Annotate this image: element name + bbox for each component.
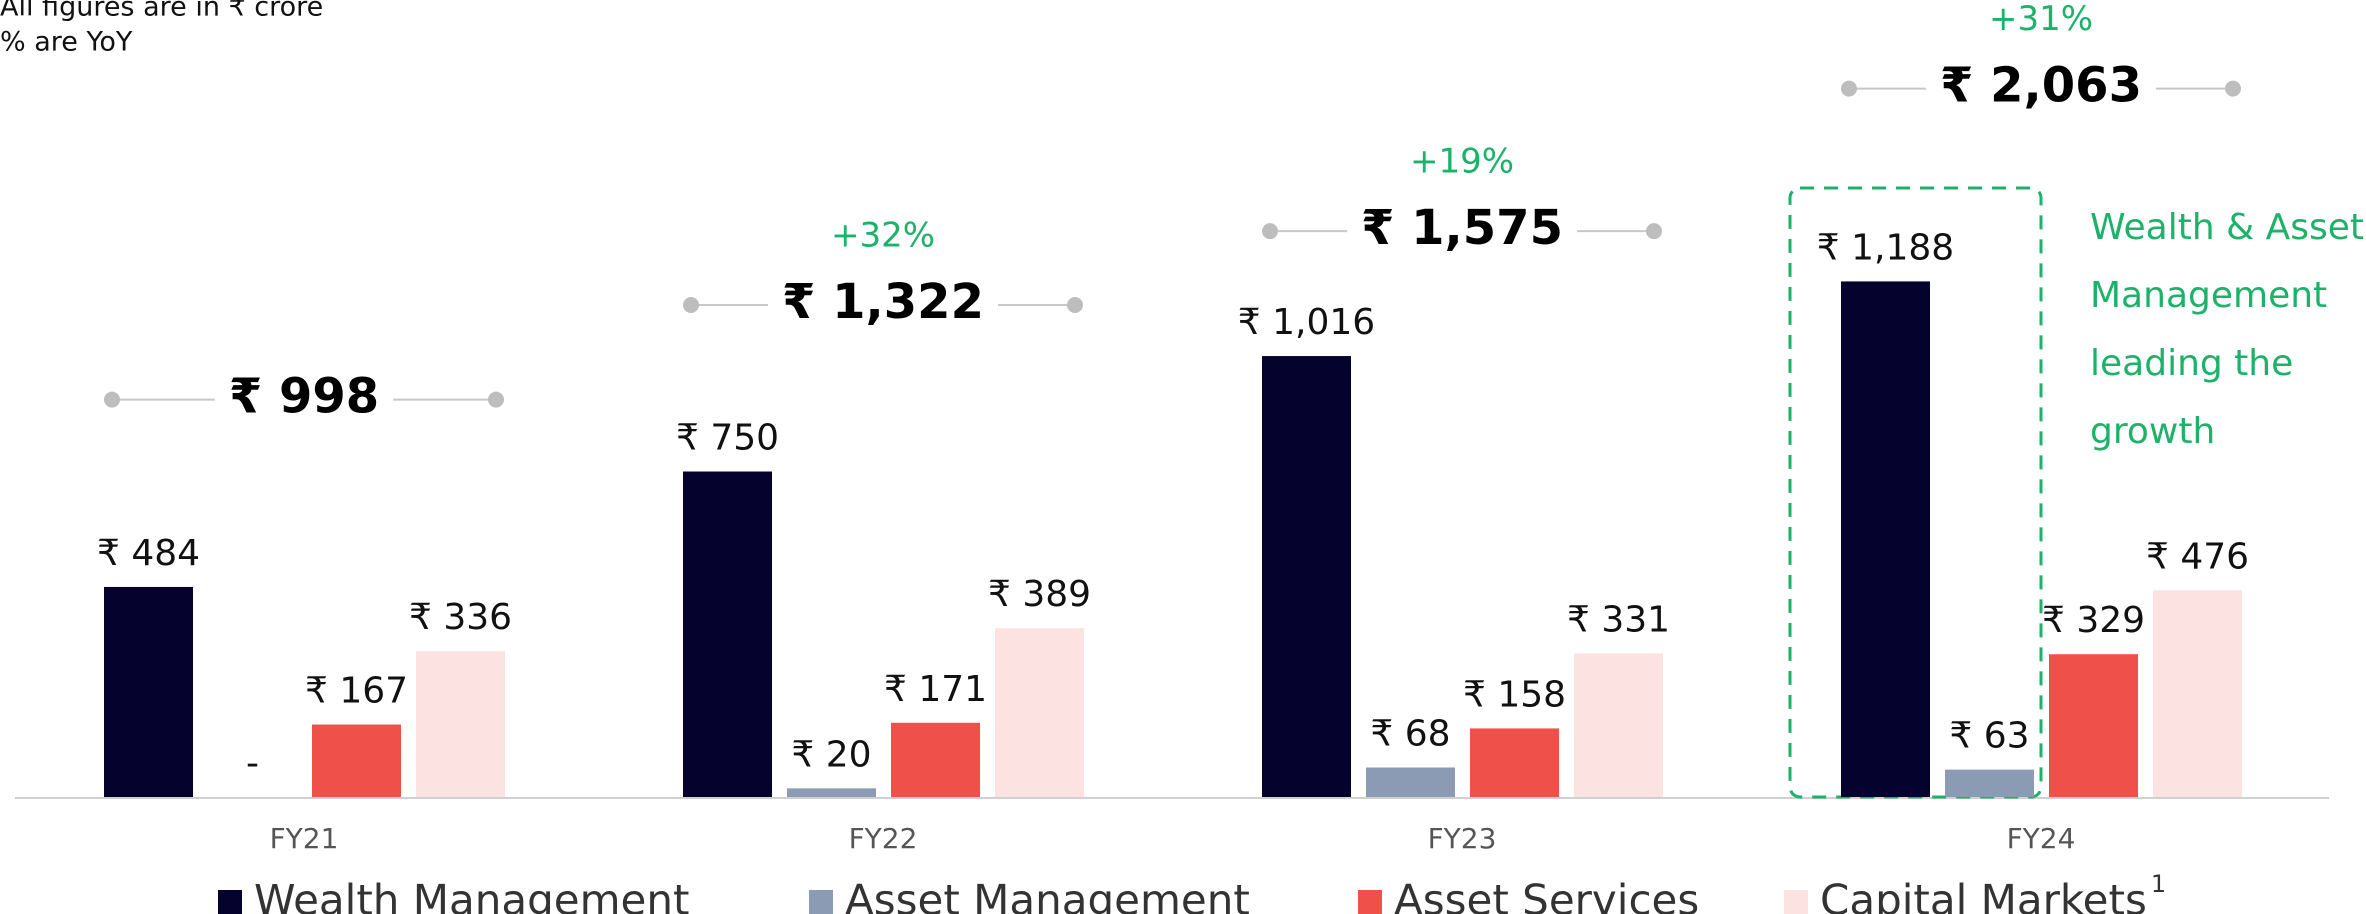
- value-label: ₹ 476: [2146, 536, 2249, 577]
- growth-label: +31%: [1989, 0, 2093, 39]
- annotation: growth: [2090, 411, 2215, 452]
- total-bracket: ₹ 1,322: [683, 274, 1083, 330]
- bar: [1366, 767, 1455, 797]
- bar: [1945, 769, 2034, 797]
- legend-note: 1: [2151, 870, 2166, 898]
- growth-label: +32%: [831, 215, 935, 255]
- x-tick-label: FY23: [1428, 822, 1497, 855]
- total-bracket: ₹ 998: [104, 369, 504, 425]
- bracket-dot: [1646, 223, 1662, 240]
- bracket-dot: [104, 391, 120, 408]
- total-label: ₹ 1,322: [782, 274, 984, 330]
- value-label: ₹ 389: [988, 574, 1091, 615]
- bracket-dot: [488, 391, 504, 408]
- x-tick-label: FY24: [2007, 822, 2076, 855]
- value-label: ₹ 1,188: [1817, 227, 1954, 268]
- legend-label: Asset Management: [845, 876, 1250, 914]
- bracket-dot: [1841, 80, 1857, 97]
- x-tick-label: FY22: [849, 822, 918, 855]
- bar: [104, 586, 193, 797]
- annotation: Management: [2090, 275, 2327, 316]
- bar: [1262, 356, 1351, 797]
- bar: [2049, 654, 2138, 797]
- bracket-dot: [1067, 296, 1083, 313]
- x-tick-label: FY21: [270, 822, 339, 855]
- value-label: ₹ 20: [791, 734, 871, 775]
- total-label: ₹ 998: [229, 369, 379, 425]
- bar: [995, 628, 1084, 797]
- bar: [787, 788, 876, 797]
- bar: [891, 722, 980, 797]
- value-label: ₹ 1,016: [1238, 302, 1375, 343]
- legend-label: Capital Markets: [1820, 876, 2147, 914]
- legend-swatch: [809, 890, 833, 914]
- value-label: ₹ 336: [409, 597, 512, 638]
- bar: [1574, 653, 1663, 797]
- bar: [683, 471, 772, 797]
- bracket-dot: [683, 296, 699, 313]
- total-label: ₹ 2,063: [1940, 58, 2142, 114]
- value-label: ₹ 171: [884, 669, 987, 710]
- note: % are YoY: [0, 27, 133, 58]
- total-label: ₹ 1,575: [1361, 200, 1563, 256]
- annotation: leading the: [2090, 343, 2293, 384]
- total-bracket: ₹ 2,063: [1841, 58, 2241, 114]
- note: All figures are in ₹ crore: [0, 0, 323, 23]
- legend-label: Asset Services: [1394, 876, 1699, 914]
- annotation: Wealth & Asset: [2090, 207, 2364, 248]
- growth-label: +19%: [1410, 142, 1514, 182]
- value-label: ₹ 329: [2042, 600, 2145, 641]
- value-label: ₹ 167: [305, 671, 408, 712]
- bar: [2153, 590, 2242, 797]
- bracket-dot: [2225, 80, 2241, 97]
- bracket-dot: [1262, 223, 1278, 240]
- value-label: ₹ 68: [1370, 713, 1450, 754]
- value-label: ₹ 331: [1567, 599, 1670, 640]
- bar: [312, 724, 401, 797]
- value-label: ₹ 484: [97, 533, 200, 574]
- bar: [1470, 728, 1559, 797]
- legend-swatch: [1358, 890, 1382, 914]
- legend-swatch: [218, 890, 242, 914]
- value-label: -: [246, 743, 259, 784]
- value-label: ₹ 750: [676, 418, 779, 459]
- legend-swatch: [1784, 890, 1808, 914]
- bar: [416, 651, 505, 797]
- value-label: ₹ 158: [1463, 674, 1566, 715]
- total-bracket: ₹ 1,575: [1262, 200, 1662, 256]
- value-label: ₹ 63: [1949, 716, 2029, 757]
- legend-label: Wealth Management: [254, 876, 689, 914]
- bar: [1841, 281, 1930, 798]
